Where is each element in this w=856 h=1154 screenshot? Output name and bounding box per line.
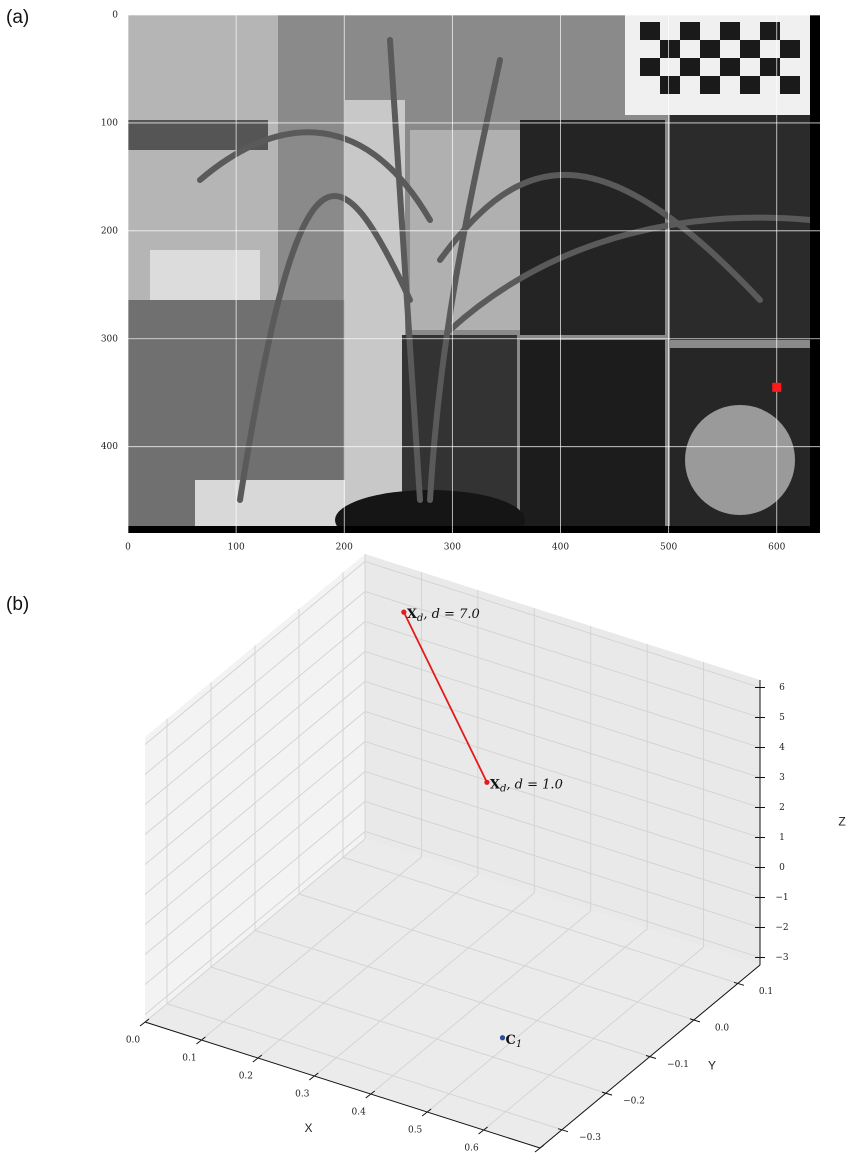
- grid-line: [364, 651, 761, 778]
- point: [401, 609, 407, 615]
- x-tick-mark: [252, 1054, 263, 1063]
- grid-line: [364, 711, 761, 838]
- label-subscript: 1: [516, 1038, 522, 1049]
- x-tick-label: 0.0: [126, 1036, 141, 1046]
- grid-line: [144, 831, 366, 1015]
- z-tick-label: 3: [779, 773, 785, 783]
- x-tick-label: 0.6: [464, 1144, 479, 1154]
- line: [403, 611, 488, 783]
- y-tick-label: 300: [101, 334, 118, 344]
- grid-line: [144, 591, 366, 775]
- y-tick-mark: [689, 1018, 701, 1023]
- x-tick-mark: [365, 1090, 376, 1099]
- grid-line: [144, 561, 366, 745]
- y-tick-mark: [601, 1091, 613, 1096]
- grid-line: [144, 621, 366, 805]
- grid-line: [254, 930, 651, 1057]
- x-tick-label: 200: [336, 543, 353, 553]
- grid-line: [364, 681, 761, 808]
- x-tick-label: 0: [125, 543, 131, 553]
- label-symbol: C: [505, 1032, 515, 1047]
- grid-line: [364, 771, 761, 898]
- label-subscript: d: [417, 613, 423, 624]
- photo: [128, 15, 820, 533]
- y-axis-label: Y: [708, 1059, 716, 1073]
- y-tick-label: 0.0: [715, 1023, 730, 1033]
- panel-label: (b): [6, 594, 29, 615]
- x-tick-label: 100: [228, 543, 245, 553]
- grid-line: [144, 771, 366, 955]
- x-axis-line: [144, 1021, 541, 1149]
- x-tick-label: 400: [552, 543, 569, 553]
- point-label: Xd, d = 1.0: [490, 777, 563, 794]
- marked-point: [772, 382, 782, 392]
- point: [499, 1035, 506, 1041]
- z-axis-label: Z: [838, 815, 845, 829]
- label-subscript: d: [500, 783, 506, 794]
- x-tick-label: 500: [660, 543, 677, 553]
- y-tick-label: −0.2: [623, 1097, 645, 1107]
- y-tick-label: 0.1: [759, 987, 773, 997]
- grid-line: [144, 651, 366, 835]
- grid-line: [364, 621, 761, 748]
- y-tick-label: 400: [101, 442, 118, 452]
- y-tick-label: 0: [112, 11, 118, 21]
- grid-line: [144, 741, 366, 925]
- panel-label: (a): [6, 7, 29, 28]
- x-tick-mark: [139, 1018, 150, 1027]
- x-tick-mark: [196, 1036, 206, 1045]
- x-tick-label: 300: [444, 543, 461, 553]
- x-tick-mark: [308, 1072, 319, 1081]
- grid-line: [166, 1003, 563, 1131]
- point-label: Xd, d = 7.0: [407, 607, 480, 624]
- grid-line: [364, 591, 761, 718]
- label-symbol: X: [490, 777, 501, 792]
- x-tick-mark: [421, 1108, 432, 1117]
- point-label: C1: [505, 1032, 522, 1049]
- z-tick-label: −2: [775, 923, 788, 933]
- z-tick-label: 1: [779, 833, 785, 843]
- y-tick-label: −0.1: [667, 1060, 689, 1070]
- x-tick-label: 0.1: [182, 1054, 196, 1064]
- grid-line: [364, 741, 761, 868]
- z-tick-label: 2: [779, 803, 785, 813]
- y-tick-mark: [645, 1055, 657, 1059]
- y-tick-mark: [557, 1128, 569, 1133]
- y-tick-label: −0.3: [579, 1133, 601, 1143]
- grid-line: [364, 831, 761, 958]
- z-tick-label: 0: [779, 863, 785, 873]
- x-tick-label: 0.2: [239, 1072, 253, 1082]
- grid-line: [364, 561, 761, 688]
- x-tick-label: 0.5: [408, 1126, 423, 1136]
- label-symbol: X: [407, 607, 418, 622]
- back-pane: [365, 554, 760, 965]
- label-text: , d = 7.0: [423, 607, 479, 622]
- z-tick-label: −1: [775, 893, 788, 903]
- y-tick-label: 200: [101, 226, 118, 236]
- point: [484, 779, 490, 785]
- grid-line: [144, 801, 366, 985]
- grid-line: [144, 711, 366, 895]
- grid-line: [364, 801, 761, 928]
- grid-line: [210, 966, 607, 1094]
- z-tick-label: 4: [779, 743, 785, 753]
- z-tick-label: 5: [779, 713, 785, 723]
- z-tick-label: 6: [779, 683, 785, 693]
- x-tick-mark: [478, 1126, 488, 1135]
- grid-line: [144, 681, 366, 865]
- label-text: , d = 1.0: [506, 777, 562, 792]
- z-tick-label: −3: [775, 953, 789, 963]
- x-tick-label: 0.3: [295, 1090, 310, 1100]
- x-axis-label: X: [304, 1121, 312, 1135]
- y-tick-mark: [733, 981, 745, 986]
- grid-line: [342, 856, 739, 984]
- x-tick-label: 0.4: [352, 1108, 367, 1118]
- x-tick-label: 600: [768, 543, 785, 553]
- grid-line: [298, 893, 695, 1021]
- y-tick-label: 100: [101, 118, 118, 128]
